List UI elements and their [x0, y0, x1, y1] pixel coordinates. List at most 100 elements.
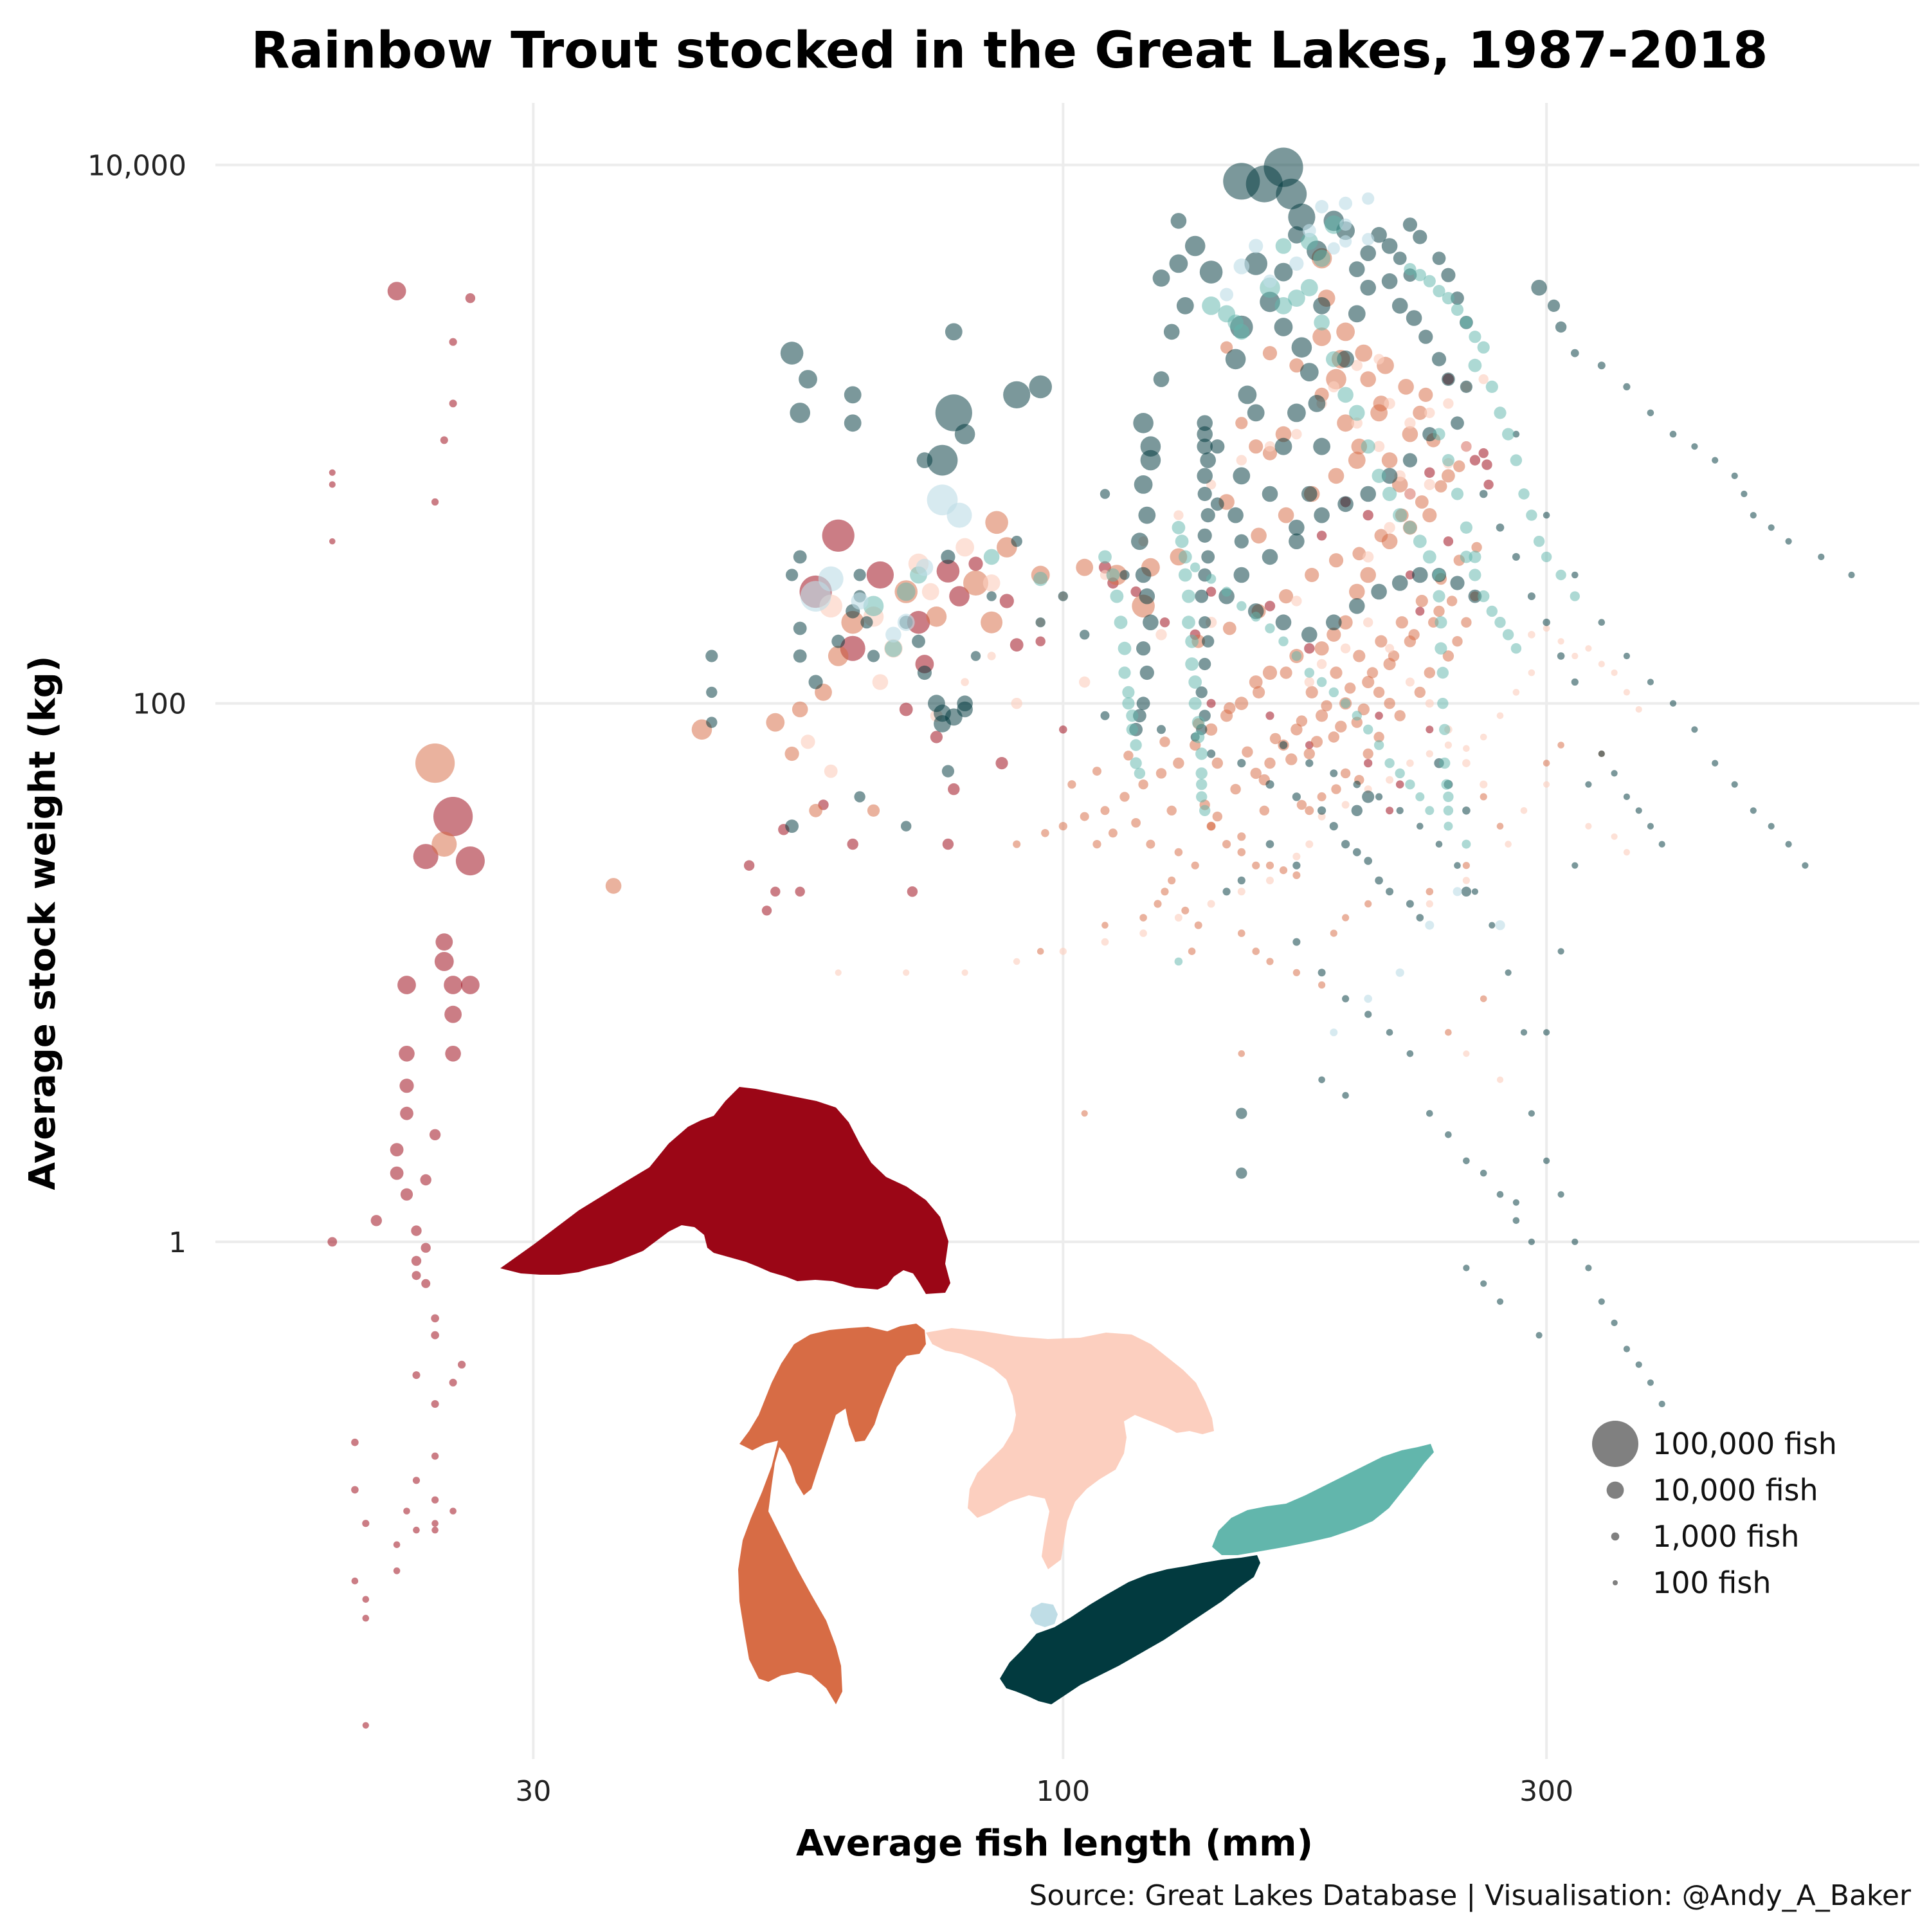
data-point — [1433, 428, 1445, 441]
data-point — [1395, 780, 1404, 788]
data-point — [1178, 568, 1192, 582]
data-point — [1003, 381, 1031, 409]
data-point — [1480, 1280, 1487, 1287]
data-point — [1278, 507, 1294, 524]
data-point — [1100, 489, 1110, 499]
data-point — [1081, 1110, 1088, 1117]
data-point — [1274, 262, 1293, 282]
data-point — [946, 502, 972, 528]
data-point — [1489, 922, 1496, 929]
y-axis-title: Average stock weight (kg) — [22, 656, 64, 1190]
data-point — [985, 511, 1008, 534]
data-point — [1279, 589, 1294, 604]
data-point — [1291, 596, 1302, 606]
data-point — [1341, 801, 1350, 809]
data-point — [1169, 254, 1188, 273]
data-point — [963, 570, 988, 596]
data-point — [1658, 1400, 1665, 1408]
data-point — [1296, 715, 1308, 727]
data-point — [1417, 823, 1424, 830]
data-point — [1349, 598, 1365, 614]
data-point — [1468, 358, 1482, 372]
data-point — [390, 1166, 404, 1180]
data-point — [1426, 888, 1434, 896]
data-point — [1339, 235, 1352, 248]
data-point — [1130, 757, 1142, 769]
data-point — [1412, 567, 1428, 583]
data-point — [1336, 322, 1355, 342]
data-point — [1252, 861, 1260, 870]
data-point — [1351, 417, 1363, 429]
data-point — [1188, 697, 1202, 710]
data-point — [786, 569, 799, 581]
data-point — [1195, 767, 1208, 779]
data-point — [1079, 676, 1091, 688]
data-point — [1326, 614, 1342, 630]
data-point — [1404, 417, 1416, 429]
data-point — [393, 1567, 401, 1574]
data-point — [1236, 601, 1247, 611]
data-point — [853, 569, 866, 581]
data-point — [1280, 666, 1292, 679]
data-point — [1373, 740, 1384, 751]
data-point — [1445, 1131, 1452, 1138]
lake-st-clair-shape — [1030, 1603, 1058, 1627]
data-point — [1201, 550, 1215, 564]
data-point — [867, 650, 880, 662]
data-point — [1480, 733, 1487, 741]
data-point — [1182, 589, 1195, 603]
data-point — [1441, 268, 1456, 282]
data-point — [1423, 275, 1436, 287]
data-point — [1363, 617, 1373, 628]
data-point — [1175, 534, 1189, 549]
data-point — [1528, 669, 1535, 677]
data-point — [431, 1331, 439, 1340]
data-point — [1460, 551, 1472, 563]
data-point — [1328, 687, 1339, 698]
data-point — [1011, 536, 1022, 547]
data-point — [1494, 406, 1507, 419]
data-point — [1265, 861, 1274, 870]
data-point — [1342, 914, 1350, 922]
data-point — [1635, 807, 1642, 814]
data-point — [1647, 409, 1654, 417]
data-point — [1585, 1264, 1592, 1271]
data-point — [885, 626, 901, 643]
data-point — [449, 1508, 457, 1515]
data-point — [412, 1477, 421, 1484]
data-point — [1237, 848, 1246, 857]
data-point — [1453, 887, 1462, 897]
data-point — [1250, 767, 1262, 779]
data-point — [1338, 615, 1353, 630]
data-point — [1442, 454, 1454, 467]
data-point — [792, 701, 808, 718]
data-point — [1101, 922, 1109, 929]
data-point — [1404, 488, 1416, 500]
data-point — [1276, 178, 1307, 210]
data-point — [1543, 1157, 1550, 1164]
data-point — [1200, 452, 1216, 468]
data-point — [413, 1526, 420, 1534]
data-point — [1362, 790, 1375, 803]
data-point — [1750, 512, 1757, 519]
data-point — [444, 1005, 462, 1023]
data-point — [927, 444, 958, 476]
data-point — [1289, 520, 1305, 536]
data-point — [1360, 245, 1376, 262]
data-point — [1712, 760, 1719, 767]
data-point — [844, 386, 862, 404]
data-point — [1394, 710, 1406, 722]
legend-label: 10,000 fish — [1653, 1473, 1818, 1508]
data-point — [822, 519, 855, 552]
data-point — [1352, 547, 1366, 561]
data-point — [961, 969, 968, 976]
y-tick-label: 100 — [132, 688, 186, 721]
data-point — [1207, 822, 1216, 831]
data-point — [1302, 224, 1316, 238]
data-point — [449, 338, 457, 346]
data-point — [1363, 748, 1373, 760]
data-point — [1200, 508, 1215, 523]
data-point — [1337, 414, 1355, 432]
data-point — [1188, 947, 1196, 955]
data-point — [1262, 549, 1278, 565]
